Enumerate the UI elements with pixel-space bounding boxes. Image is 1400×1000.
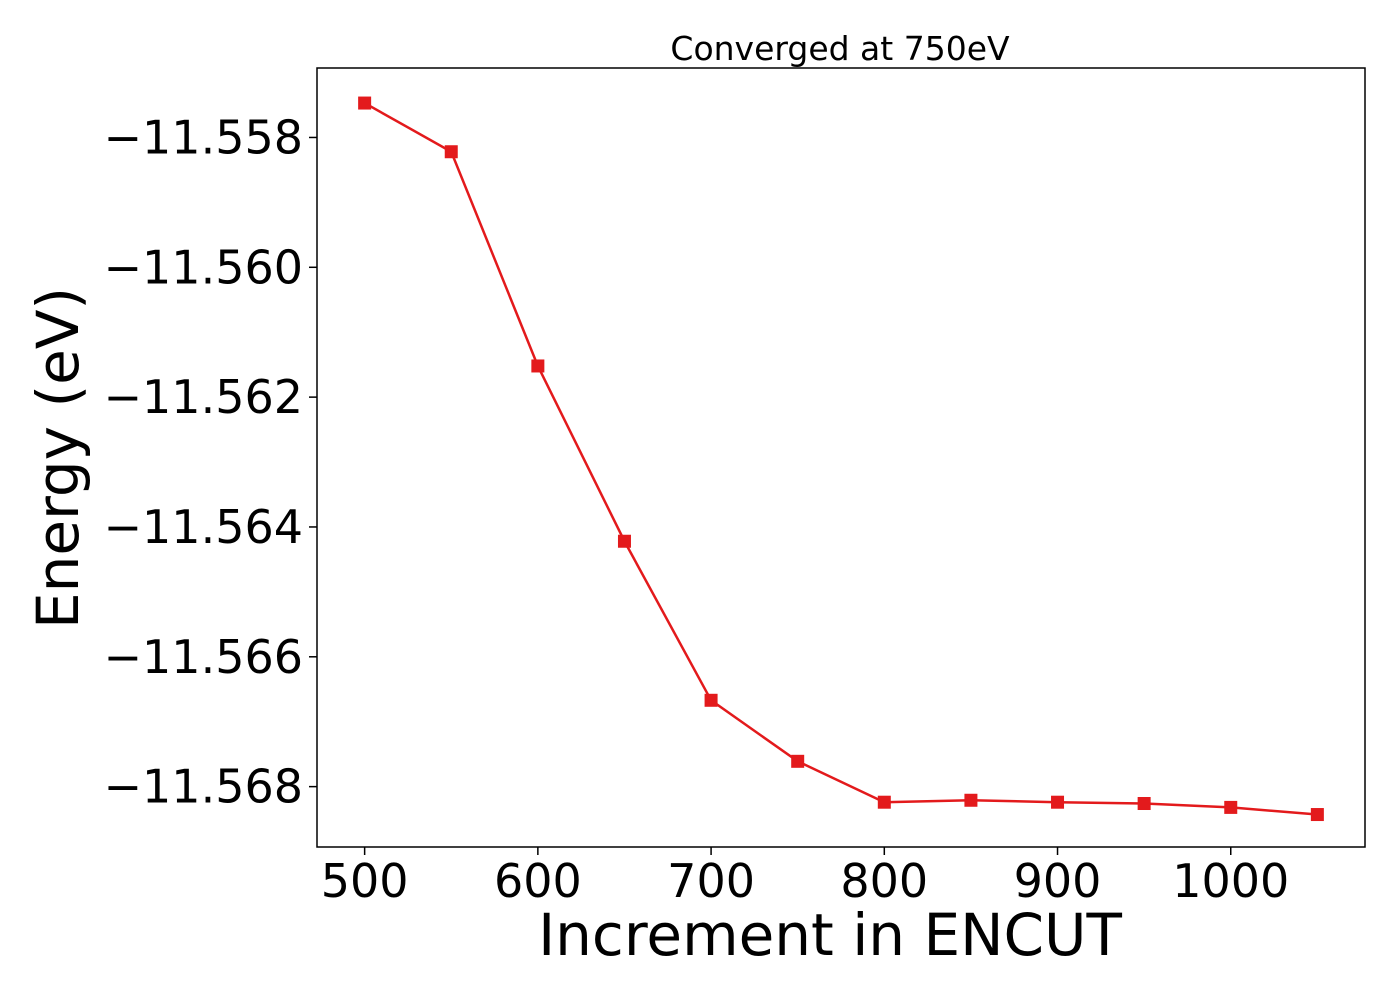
- x-tick-label: 900: [1014, 854, 1102, 908]
- x-tick-label: 1000: [1172, 854, 1289, 908]
- x-tick-label: 600: [494, 854, 582, 908]
- data-point-marker: [1051, 795, 1065, 809]
- y-axis: −11.558 −11.560 −11.562 −11.564 −11.566 −11.5…: [104, 110, 317, 814]
- x-tick-label: 800: [840, 854, 928, 908]
- x-axis: 500 600 700 800 900 1000: [321, 847, 1289, 908]
- data-point-marker: [964, 793, 978, 807]
- y-tick-label: −11.566: [104, 630, 304, 684]
- plot-area: [358, 96, 1324, 822]
- data-point-marker: [1310, 808, 1324, 822]
- data-point-marker: [1224, 800, 1238, 814]
- data-point-marker: [444, 145, 458, 159]
- plot-frame: [316, 67, 1366, 848]
- x-tick-label: 500: [321, 854, 409, 908]
- data-point-marker: [531, 359, 545, 373]
- data-point-marker: [1137, 797, 1151, 811]
- y-axis-label: Energy (eV): [24, 287, 92, 629]
- series-line: [364, 101, 1318, 816]
- chart-title: Converged at 750eV: [670, 29, 1010, 68]
- y-tick-label: −11.564: [104, 500, 304, 554]
- data-point-marker: [617, 534, 631, 548]
- y-tick-label: −11.568: [104, 760, 304, 814]
- data-point-marker: [704, 693, 718, 707]
- data-point-marker: [791, 754, 805, 768]
- x-axis-label: Increment in ENCUT: [538, 901, 1122, 969]
- data-point-marker: [877, 795, 891, 809]
- data-point-marker: [358, 96, 372, 110]
- y-tick-label: −11.562: [104, 370, 304, 424]
- y-tick-label: −11.560: [104, 240, 304, 294]
- y-tick-label: −11.558: [104, 110, 304, 164]
- x-tick-label: 700: [667, 854, 755, 908]
